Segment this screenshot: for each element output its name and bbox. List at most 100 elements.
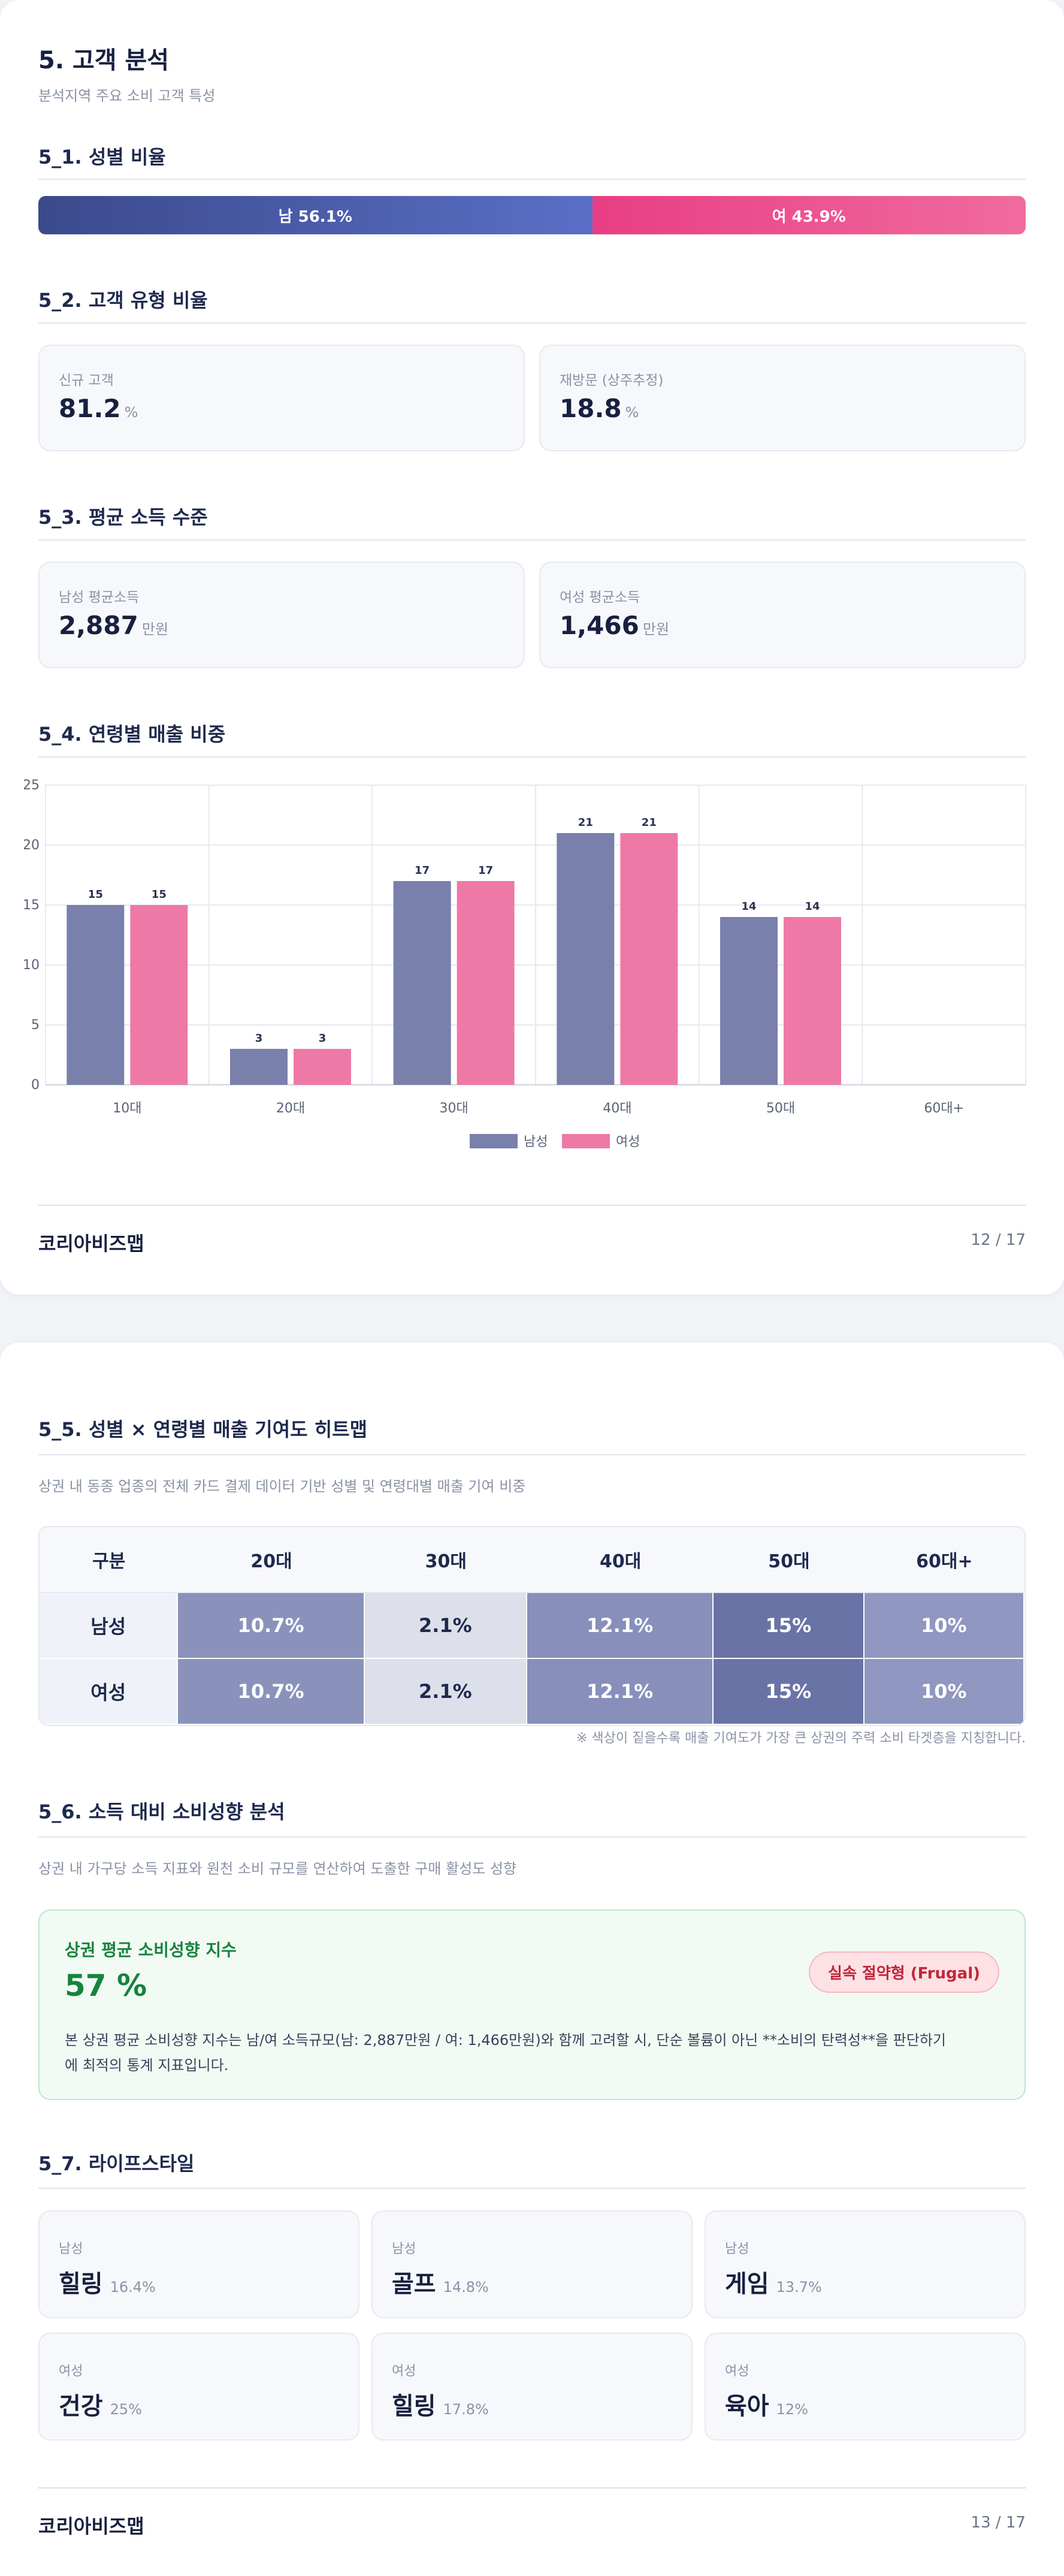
y-tick-label: 15 — [24, 898, 40, 913]
bar — [393, 881, 451, 1085]
heatmap-row-male: 남성 10.7% 2.1% 12.1% 15% 10% — [40, 1593, 1024, 1659]
new-customer-card: 신규 고객 81.2% — [38, 345, 525, 451]
legend-swatch — [470, 1134, 518, 1148]
lifestyle-card: 여성 건강 25% — [38, 2333, 359, 2441]
female-income-value: 1,466 만원 — [560, 611, 670, 640]
lifestyle-gender: 여성 — [725, 2364, 749, 2379]
lifestyle-gender: 여성 — [59, 2364, 83, 2379]
x-tick-label: 10대 — [113, 1101, 141, 1116]
divider — [38, 1836, 1026, 1838]
lifestyle-item: 힐링 17.8% — [392, 2393, 489, 2420]
data-label: 17 — [415, 864, 430, 877]
data-label: 15 — [152, 888, 167, 901]
legend-label: 남성 — [524, 1135, 548, 1150]
male-income-value: 2,887 만원 — [59, 611, 169, 640]
section-title-customer-type: 5_2. 고객 유형 비율 — [38, 289, 208, 312]
section-title-gender-ratio: 5_1. 성별 비율 — [38, 146, 166, 168]
y-tick-label: 25 — [24, 778, 40, 793]
footer-brand: 코리아비즈맵 — [38, 2515, 144, 2538]
male-income-card: 남성 평균소득 2,887 만원 — [38, 562, 525, 668]
propensity-label: 상권 평균 소비성향 지수 — [65, 1940, 237, 1960]
x-tick-label: 60대+ — [924, 1101, 964, 1116]
heatmap-header-row: 구분 20대 30대 40대 50대 60대+ — [40, 1527, 1024, 1593]
bar — [557, 833, 615, 1085]
data-label: 3 — [319, 1032, 327, 1045]
lifestyle-item: 힐링 16.4% — [59, 2270, 156, 2298]
section-title-age-sales: 5_4. 연령별 매출 비중 — [38, 723, 226, 746]
lifestyle-card: 남성 게임 13.7% — [705, 2210, 1026, 2318]
female-income-label: 여성 평균소득 — [560, 590, 640, 605]
bar — [130, 905, 188, 1085]
section-title-propensity: 5_6. 소득 대비 소비성향 분석 — [38, 1800, 285, 1823]
data-label: 15 — [88, 888, 103, 901]
heatmap-note: ※ 색상이 짙을수록 매출 기여도가 가장 큰 상권의 주력 소비 타겟층을 지… — [576, 1731, 1026, 1746]
divider — [38, 1454, 1026, 1455]
divider — [38, 2188, 1026, 2189]
lifestyle-card: 남성 힐링 16.4% — [38, 2210, 359, 2318]
heatmap-cell: 12.1% — [527, 1659, 714, 1725]
data-label: 14 — [741, 900, 756, 913]
heatmap-row-label: 남성 — [40, 1593, 179, 1659]
heatmap-description: 상권 내 동종 업종의 전체 카드 결제 데이터 기반 성별 및 연령대별 매출… — [38, 1478, 526, 1495]
returning-customer-card: 재방문 (상주추정) 18.8% — [539, 345, 1026, 451]
heatmap-cell: 10% — [864, 1659, 1024, 1725]
new-customer-value: 81.2% — [59, 394, 138, 423]
heatmap-cell: 12.1% — [527, 1593, 714, 1659]
page-subtitle: 분석지역 주요 소비 고객 특성 — [38, 88, 216, 104]
data-label: 14 — [805, 900, 820, 913]
lifestyle-card: 여성 육아 12% — [705, 2333, 1026, 2441]
section-title-income: 5_3. 평균 소득 수준 — [38, 506, 208, 529]
returning-customer-label: 재방문 (상주추정) — [560, 373, 664, 388]
bar — [720, 917, 778, 1085]
bar — [784, 917, 841, 1085]
bar — [457, 881, 515, 1085]
bar — [294, 1049, 351, 1085]
lifestyle-gender: 여성 — [392, 2364, 416, 2379]
lifestyle-item: 육아 12% — [725, 2393, 808, 2420]
gender-age-heatmap: 구분 20대 30대 40대 50대 60대+ 남성 10.7% 2.1% 12… — [38, 1526, 1026, 1726]
heatmap-header-cell: 20대 — [178, 1527, 365, 1593]
footer-divider — [38, 1205, 1026, 1206]
propensity-callout: 상권 평균 소비성향 지수 57 % 실속 절약형 (Frugal) 본 상권 … — [38, 1910, 1026, 2100]
lifestyle-item: 골프 14.8% — [392, 2270, 489, 2298]
footer-divider — [38, 2487, 1026, 2488]
lifestyle-gender: 남성 — [725, 2242, 749, 2257]
divider — [38, 322, 1026, 324]
divider — [38, 756, 1026, 758]
propensity-desc-line2: 에 최적의 통계 지표입니다. — [65, 2057, 229, 2074]
propensity-description: 상권 내 가구당 소득 지표와 원천 소비 규모를 연산하여 도출한 구매 활성… — [38, 1860, 517, 1877]
female-ratio-segment: 여 43.9% — [592, 196, 1026, 234]
section-title-heatmap: 5_5. 성별 × 연령별 매출 기여도 히트맵 — [38, 1418, 368, 1441]
bar — [230, 1049, 288, 1085]
propensity-desc-line1: 본 상권 평균 소비성향 지수는 남/여 소득규모(남: 2,887만원 / 여… — [65, 2032, 946, 2049]
heatmap-header-cell: 40대 — [527, 1527, 714, 1593]
lifestyle-gender: 남성 — [59, 2242, 83, 2257]
heatmap-cell: 10.7% — [178, 1659, 365, 1725]
divider — [38, 539, 1026, 541]
lifestyle-card: 여성 힐링 17.8% — [371, 2333, 693, 2441]
x-tick-label: 50대 — [766, 1101, 795, 1116]
lifestyle-item: 게임 13.7% — [725, 2270, 822, 2298]
lifestyle-item: 건강 25% — [59, 2393, 142, 2420]
age-sales-bar-chart: 0 5 10 15 20 25 10대 15 15 20대 3 3 30대 17 17 40대 21 21 50대 1… — [24, 778, 1026, 1150]
page-number: 13 / 17 — [971, 2514, 1026, 2532]
page-number: 12 / 17 — [971, 1231, 1026, 1249]
x-tick-label: 20대 — [276, 1101, 305, 1116]
footer-brand: 코리아비즈맵 — [38, 1232, 144, 1255]
heatmap-header-cell: 30대 — [364, 1527, 528, 1593]
data-label: 21 — [578, 816, 593, 829]
x-tick-label: 40대 — [603, 1101, 631, 1116]
heatmap-cell: 15% — [714, 1593, 864, 1659]
page-title: 5. 고객 분석 — [38, 47, 170, 74]
female-income-card: 여성 평균소득 1,466 만원 — [539, 562, 1026, 668]
bar — [620, 833, 678, 1085]
heatmap-row-label: 여성 — [40, 1659, 179, 1725]
heatmap-cell: 10% — [864, 1593, 1024, 1659]
heatmap-header-cell: 60대+ — [864, 1527, 1024, 1593]
heatmap-header-cell: 구분 — [40, 1527, 179, 1593]
returning-customer-value: 18.8% — [560, 394, 639, 423]
new-customer-label: 신규 고객 — [59, 373, 114, 388]
data-label: 17 — [478, 864, 493, 877]
legend-label: 여성 — [616, 1135, 640, 1150]
bar — [66, 905, 125, 1085]
